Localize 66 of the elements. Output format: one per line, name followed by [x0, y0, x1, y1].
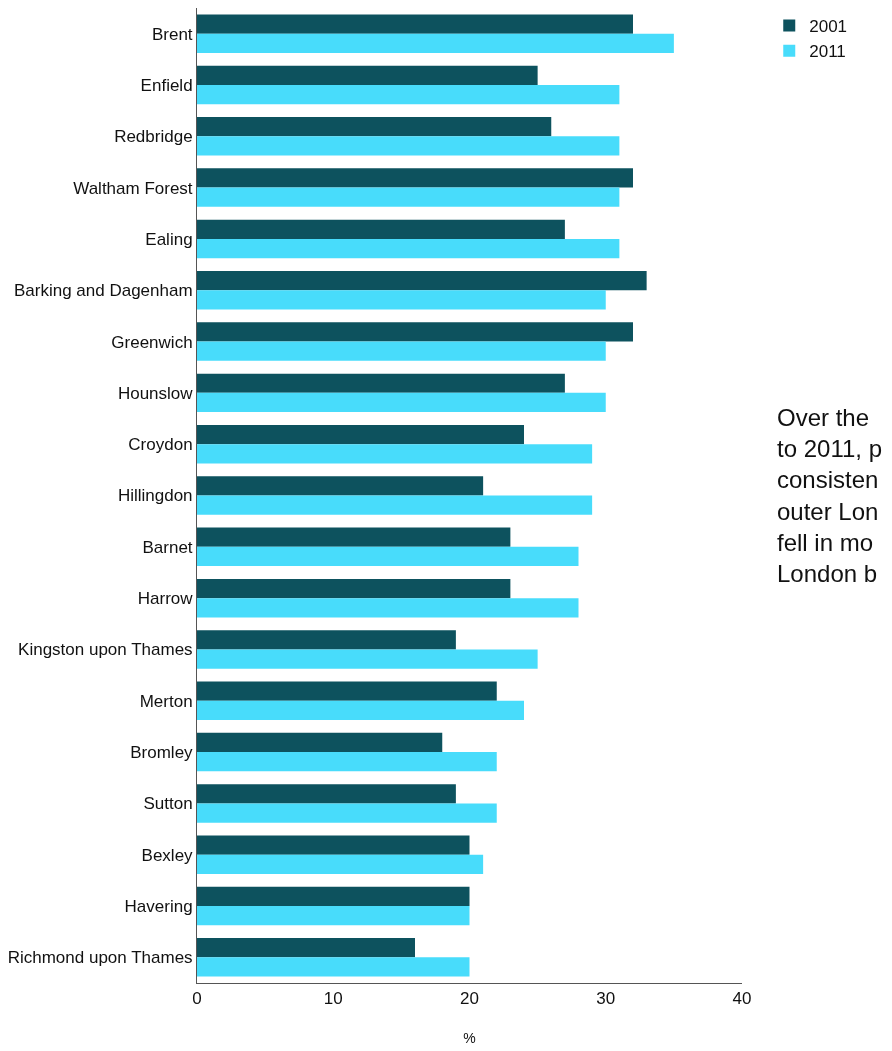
bar — [197, 527, 511, 547]
bar — [197, 598, 579, 618]
bar — [197, 322, 633, 342]
y-tick-label: Richmond upon Thames — [7, 948, 193, 968]
legend-label: 2011 — [809, 42, 846, 62]
bar — [197, 65, 538, 85]
legend-label: 2001 — [809, 17, 848, 37]
y-tick-label: Sutton — [143, 794, 193, 814]
x-tick-label: 20 — [460, 989, 479, 1009]
bar — [197, 886, 470, 907]
bar — [197, 290, 606, 310]
y-tick-label: Barking and Dagenham — [13, 281, 193, 301]
bar — [197, 33, 674, 53]
y-tick-label: Hillingdon — [117, 486, 193, 506]
bar — [197, 495, 593, 515]
bar — [197, 424, 524, 445]
bar — [197, 957, 470, 977]
x-tick-label: 10 — [323, 989, 343, 1009]
bar — [197, 117, 552, 137]
bar — [197, 854, 484, 874]
y-tick-label: Redbridge — [114, 127, 193, 147]
bar — [197, 270, 647, 291]
bar — [197, 476, 484, 496]
bar — [197, 187, 620, 207]
y-tick-label: Havering — [124, 896, 193, 916]
bar — [197, 752, 497, 772]
bar — [197, 578, 511, 599]
x-tick-label: 30 — [596, 989, 616, 1009]
y-tick-label: Bexley — [141, 845, 194, 865]
bar — [197, 392, 606, 413]
y-tick-label: Greenwich — [111, 332, 193, 352]
bar — [197, 238, 620, 259]
bar — [197, 546, 579, 567]
x-axis-title: % — [463, 1029, 476, 1046]
bar — [197, 803, 497, 823]
y-tick-label: Ealing — [145, 229, 193, 249]
y-tick-label: Croydon — [128, 435, 193, 455]
y-tick-label: Kingston upon Thames — [18, 640, 193, 660]
y-tick-label: Waltham Forest — [73, 178, 193, 198]
bar — [197, 700, 524, 721]
y-tick-label: Merton — [139, 691, 193, 711]
bar — [197, 938, 415, 958]
y-tick-label: Barnet — [142, 537, 193, 557]
bar — [197, 732, 443, 753]
bar — [197, 136, 620, 156]
y-tick-label: Brent — [151, 24, 193, 44]
y-tick-label: Enfield — [140, 75, 193, 95]
x-tick-label: 40 — [732, 989, 752, 1009]
bar — [197, 630, 456, 650]
bar — [197, 835, 470, 855]
text: Over the to 2011, p consisten outer Lon fell in mo London b — [777, 404, 882, 587]
y-tick-label: Harrow — [137, 589, 194, 609]
bar — [197, 906, 470, 926]
bar — [197, 681, 497, 701]
x-tick-label: 0 — [192, 989, 202, 1009]
bar — [197, 444, 593, 464]
bar — [197, 341, 606, 361]
bar — [197, 84, 620, 105]
bar — [197, 649, 538, 669]
bar — [197, 784, 456, 804]
y-tick-label: Bromley — [130, 743, 194, 763]
bar — [197, 168, 633, 188]
y-tick-label: Hounslow — [117, 383, 194, 403]
bar — [197, 219, 565, 239]
bar — [197, 373, 565, 393]
bar — [197, 14, 633, 34]
